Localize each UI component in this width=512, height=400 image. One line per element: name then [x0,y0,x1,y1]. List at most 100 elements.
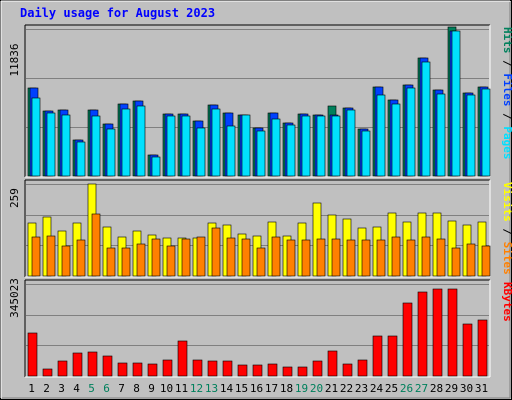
side-label-part: Visits [501,182,512,222]
x-tick-day-9: 9 [148,382,155,395]
bar-kbytes-day-17 [267,363,278,377]
x-tick-day-21: 21 [325,382,338,395]
side-label-part: Files [501,73,512,106]
bar-pages-day-2 [46,112,56,177]
bar-pages-day-16 [256,130,266,177]
bar-sites-day-21 [331,238,341,277]
bar-kbytes-day-14 [222,360,233,377]
x-tick-day-29: 29 [445,382,458,395]
bar-pages-day-19 [301,115,311,177]
bar-kbytes-day-20 [312,360,323,377]
bar-pages-day-25 [391,103,401,177]
bar-pages-day-7 [121,108,131,177]
x-tick-day-31: 31 [475,382,488,395]
bar-kbytes-day-30 [462,323,473,377]
x-tick-day-4: 4 [73,382,80,395]
bar-sites-day-29 [451,247,461,277]
side-label-hits-files-pages: Hits / Files / Pages [501,27,512,160]
bar-sites-day-22 [346,239,356,277]
bar-pages-day-29 [451,30,461,177]
bar-pages-day-26 [406,87,416,177]
bar-kbytes-day-9 [147,363,158,377]
x-axis-labels: 1 2 3 4 5 6 7 8 9 10 11 12 13 14 15 16 17 18 19 20 21 22 23 24 2… [28,382,488,395]
y-max-label-kbytes: 345023 [8,278,21,318]
side-labels: Hits / Files / Pages Visits / Sites KBytes [501,27,512,322]
bar-sites-day-12 [196,236,206,277]
bar-sites-day-4 [76,239,86,277]
x-tick-day-19: 19 [295,382,308,395]
x-tick-day-2: 2 [43,382,50,395]
bar-pages-day-6 [106,128,116,177]
bar-kbytes-day-13 [207,360,218,377]
bar-pages-day-4 [76,141,86,177]
bar-kbytes-day-6 [102,355,113,377]
bar-sites-day-6 [106,247,116,277]
bar-pages-day-23 [361,130,371,177]
side-label-part: KBytes [501,282,512,322]
side-label-part: / [501,222,512,242]
x-tick-day-16: 16 [250,382,263,395]
bar-kbytes-day-8 [132,362,143,377]
x-tick-day-17: 17 [265,382,278,395]
bar-sites-day-9 [151,238,161,277]
x-tick-day-11: 11 [175,382,188,395]
bar-sites-day-18 [286,239,296,277]
bar-sites-day-5 [91,213,101,277]
bar-sites-day-11 [181,238,191,277]
bar-pages-day-27 [421,61,431,177]
side-label-part: / [501,54,512,74]
bar-sites-day-28 [436,238,446,277]
bar-sites-day-17 [271,236,281,277]
bar-sites-day-20 [316,238,326,277]
x-tick-day-28: 28 [430,382,443,395]
side-label-part: Hits [501,27,512,54]
bar-pages-day-10 [166,115,176,177]
x-tick-day-8: 8 [133,382,140,395]
bar-sites-day-14 [226,237,236,277]
bar-pages-day-5 [91,115,101,177]
bar-sites-day-2 [46,235,56,277]
x-tick-day-15: 15 [235,382,248,395]
bar-kbytes-day-4 [72,352,83,377]
bar-kbytes-day-15 [237,364,248,377]
bar-kbytes-day-22 [342,363,353,377]
bar-kbytes-day-23 [357,359,368,377]
y-max-label-hits-files-pages: 11836 [8,43,21,76]
bar-kbytes-day-5 [87,351,98,377]
bar-pages-day-31 [481,88,491,177]
bar-sites-day-31 [481,245,491,277]
side-label-part: / [501,107,512,127]
bar-pages-day-1 [31,97,41,177]
bar-kbytes-day-7 [117,362,128,377]
bar-pages-day-3 [61,114,71,177]
bar-pages-day-17 [271,118,281,177]
x-tick-day-30: 30 [460,382,473,395]
bar-pages-day-30 [466,94,476,177]
x-tick-day-25: 25 [385,382,398,395]
bar-pages-day-12 [196,127,206,177]
bar-kbytes-day-21 [327,350,338,377]
bar-sites-day-23 [361,239,371,277]
bar-kbytes-day-16 [252,364,263,377]
bar-kbytes-day-11 [177,340,188,377]
bar-sites-day-27 [421,236,431,277]
bar-kbytes-day-29 [447,288,458,377]
bar-kbytes-day-27 [417,291,428,377]
bar-pages-day-24 [376,94,386,177]
bar-pages-day-8 [136,105,146,177]
bar-kbytes-day-31 [477,319,488,377]
bar-sites-day-1 [31,236,41,277]
x-tick-day-1: 1 [28,382,35,395]
bar-sites-day-30 [466,243,476,277]
bar-pages-day-9 [151,156,161,177]
bar-kbytes-day-28 [432,288,443,377]
x-tick-day-27: 27 [415,382,428,395]
bar-sites-day-26 [406,239,416,277]
chart-title: Daily usage for August 2023 [20,6,215,20]
x-tick-day-13: 13 [205,382,218,395]
x-tick-day-23: 23 [355,382,368,395]
x-tick-day-12: 12 [190,382,203,395]
bar-sites-day-19 [301,239,311,277]
x-tick-day-20: 20 [310,382,323,395]
bar-sites-day-10 [166,245,176,277]
